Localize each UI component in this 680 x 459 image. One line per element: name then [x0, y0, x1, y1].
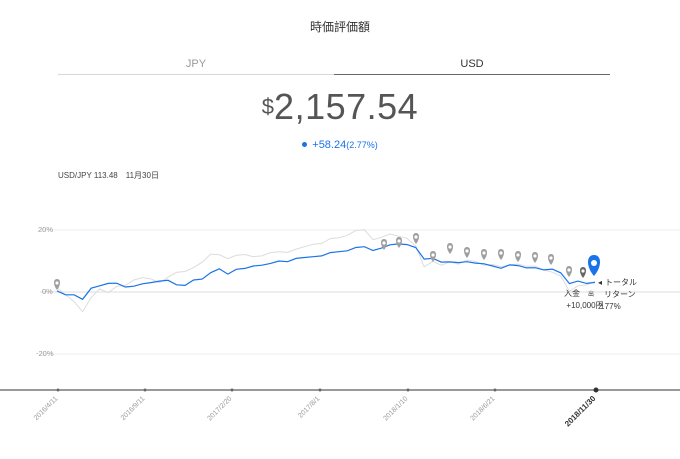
- tab-usd-underline: [334, 74, 610, 75]
- benchmark-series-line: [56, 229, 596, 313]
- amount-value: 2,157.54: [274, 86, 419, 127]
- tab-usd[interactable]: USD: [460, 58, 484, 70]
- y-tick-label: 0%: [42, 287, 53, 296]
- event-marker-center: [567, 268, 571, 272]
- x-axis-tick: [230, 388, 234, 392]
- x-tick-label[interactable]: 2018/11/30: [563, 394, 598, 429]
- y-tick-label: 20%: [38, 225, 53, 234]
- total-return-arrow: ◂: [598, 278, 602, 287]
- x-axis-ticks: 2016/4/11 2016/9/11 2017/2/20 2017/8/1 2018/…: [33, 387, 599, 429]
- event-marker-center: [499, 251, 503, 255]
- x-tick-label: 2018/1/10: [382, 395, 409, 422]
- event-marker-center: [482, 251, 486, 255]
- return-label: リターン: [604, 290, 636, 299]
- fx-rate-value: USD/JPY 113.48: [58, 171, 118, 180]
- portfolio-series-line: [56, 243, 596, 301]
- event-marker-center: [581, 269, 585, 273]
- event-marker-center: [55, 281, 59, 285]
- event-marker-center: [465, 249, 469, 253]
- event-marker-center: [516, 253, 520, 257]
- change-value: +58.24: [312, 139, 347, 151]
- change-percent: (2.77%): [346, 140, 378, 150]
- x-tick-label: 2018/6/21: [469, 395, 496, 422]
- fx-rate: USD/JPY 113.48 11月30日: [58, 170, 159, 181]
- x-tick-label: 2017/8/1: [297, 395, 321, 419]
- deposit-label: 入金: [564, 288, 580, 298]
- x-axis-tick: [593, 387, 599, 393]
- change-dot-icon: [302, 141, 308, 147]
- event-marker-center: [397, 239, 401, 243]
- total-label: トータル: [605, 278, 637, 287]
- event-marker-center: [448, 245, 452, 249]
- x-axis-tick: [406, 388, 410, 392]
- fx-date: 11月30日: [125, 171, 159, 180]
- event-markers: [54, 233, 600, 290]
- event-marker-center: [533, 254, 537, 258]
- event-marker-center: [414, 235, 418, 239]
- tab-jpy[interactable]: JPY: [185, 58, 207, 70]
- page-title: 時価評価額: [309, 20, 370, 34]
- event-marker-center: [382, 241, 386, 245]
- return-percent: 2.77%: [598, 302, 621, 311]
- withdrawal-label: 出: [588, 290, 594, 298]
- currency-symbol: $: [261, 94, 275, 119]
- x-axis-tick: [493, 388, 497, 392]
- x-tick-label: 2017/2/20: [206, 395, 233, 422]
- tab-jpy-underline: [58, 74, 334, 75]
- deposit-amount: +10,000円: [566, 301, 603, 310]
- current-position-pin-center: [591, 260, 597, 266]
- event-marker-center: [549, 256, 553, 260]
- grid: [40, 229, 680, 355]
- y-tick-label: -20%: [36, 349, 54, 358]
- x-axis-tick: [143, 388, 147, 392]
- change-indicator: +58.24(2.77%): [0, 139, 680, 151]
- x-tick-label: 2016/9/11: [120, 395, 147, 422]
- x-axis-tick: [56, 388, 60, 392]
- x-tick-label: 2016/4/11: [33, 395, 60, 422]
- event-marker-center: [431, 253, 435, 257]
- currency-tabs: JPY USD: [58, 58, 610, 76]
- valuation-amount: $2,157.54: [0, 86, 680, 128]
- x-axis-tick: [318, 388, 322, 392]
